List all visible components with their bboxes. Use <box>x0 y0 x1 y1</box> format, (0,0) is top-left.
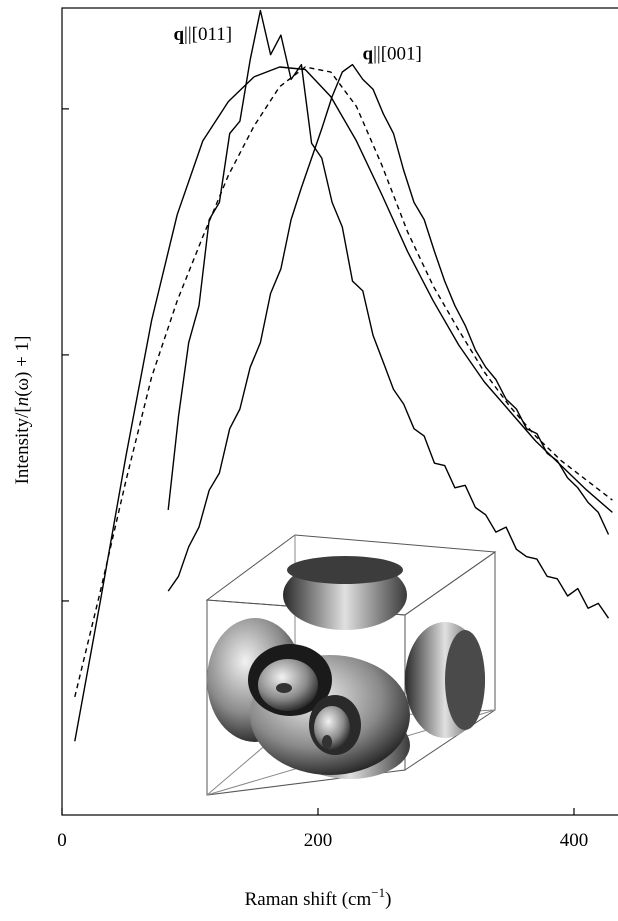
x-tick-label: 200 <box>304 830 333 851</box>
annotation-text: ||[011] <box>184 24 232 45</box>
series-line <box>74 66 613 698</box>
y-label-italic: n <box>12 397 33 407</box>
y-label-text: Intensity/[ <box>12 406 33 484</box>
inset-fermi-surface <box>205 534 497 796</box>
series-line <box>167 63 610 592</box>
annotation: q||[001] <box>363 44 422 65</box>
x-label-text: Raman shift (cm <box>245 889 372 910</box>
x-label-tail: ) <box>385 889 391 910</box>
y-axis-label: Intensity/[n(ω) + 1] <box>12 336 33 485</box>
x-tick-label: 0 <box>57 830 67 851</box>
annotation: q||[011] <box>173 24 232 45</box>
x-tick-label: 400 <box>560 830 589 851</box>
x-axis-label: Raman shift (cm−1) <box>245 885 392 910</box>
plot-frame <box>61 7 618 816</box>
series-line <box>74 66 613 742</box>
x-label-sup: −1 <box>371 885 385 900</box>
annotation-bold: q <box>363 44 374 65</box>
y-label-tail: (ω) + 1] <box>12 336 33 397</box>
series-line <box>167 9 610 619</box>
annotation-text: ||[001] <box>373 44 422 65</box>
annotation-bold: q <box>173 24 184 45</box>
